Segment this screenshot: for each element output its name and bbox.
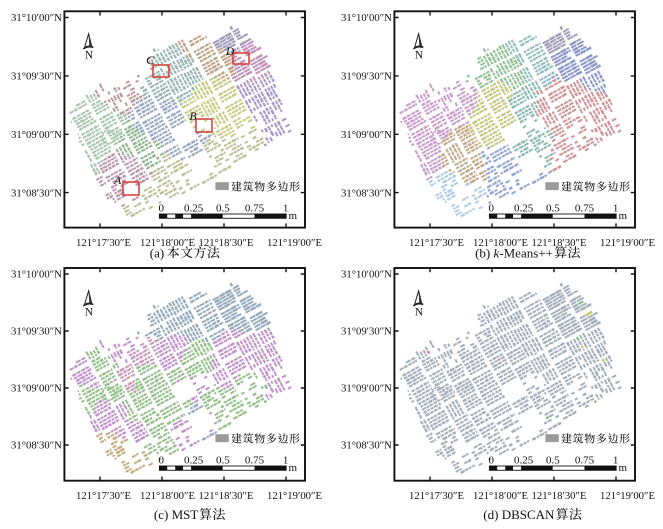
svg-text:N: N bbox=[415, 306, 423, 318]
svg-text:B: B bbox=[189, 111, 196, 123]
svg-text:121°17′30″E: 121°17′30″E bbox=[76, 490, 131, 502]
svg-text:121°18′30″E: 121°18′30″E bbox=[532, 237, 587, 249]
svg-text:31°09′00″N: 31°09′00″N bbox=[11, 383, 62, 395]
svg-text:31°10′00″N: 31°10′00″N bbox=[341, 269, 392, 281]
svg-text:121°18′00″E: 121°18′00″E bbox=[140, 490, 195, 502]
svg-text:31°08′30″N: 31°08′30″N bbox=[341, 440, 392, 452]
svg-text:121°18′30″E: 121°18′30″E bbox=[532, 490, 587, 502]
svg-text:31°08′30″N: 31°08′30″N bbox=[11, 440, 62, 452]
svg-text:31°10′00″N: 31°10′00″N bbox=[11, 12, 62, 24]
svg-text:31°10′00″N: 31°10′00″N bbox=[11, 269, 62, 281]
svg-text:31°09′00″N: 31°09′00″N bbox=[341, 383, 392, 395]
svg-text:N: N bbox=[415, 49, 423, 61]
svg-text:121°19′00″E: 121°19′00″E bbox=[600, 237, 655, 249]
svg-text:(a): (a) bbox=[150, 245, 168, 260]
svg-text:N: N bbox=[85, 49, 93, 61]
svg-text:31°09′30″N: 31°09′30″N bbox=[341, 71, 392, 83]
svg-text:121°17′30″E: 121°17′30″E bbox=[76, 237, 131, 249]
svg-text:D: D bbox=[225, 46, 235, 58]
svg-text:(d) DBSCAN: (d) DBSCAN bbox=[483, 507, 555, 522]
svg-text:121°18′30″E: 121°18′30″E bbox=[199, 490, 254, 502]
svg-text:(b) k-Means++: (b) k-Means++ bbox=[475, 245, 553, 260]
svg-text:31°09′00″N: 31°09′00″N bbox=[11, 129, 62, 141]
svg-text:31°09′00″N: 31°09′00″N bbox=[341, 129, 392, 141]
svg-text:31°09′30″N: 31°09′30″N bbox=[11, 326, 62, 338]
svg-text:31°09′30″N: 31°09′30″N bbox=[11, 71, 62, 83]
svg-text:121°18′30″E: 121°18′30″E bbox=[199, 237, 254, 249]
svg-text:121°19′00″E: 121°19′00″E bbox=[267, 490, 322, 502]
svg-text:31°09′30″N: 31°09′30″N bbox=[341, 326, 392, 338]
svg-text:121°18′00″E: 121°18′00″E bbox=[140, 237, 195, 249]
svg-text:121°18′00″E: 121°18′00″E bbox=[473, 490, 528, 502]
svg-text:121°18′00″E: 121°18′00″E bbox=[473, 237, 528, 249]
svg-text:121°17′30″E: 121°17′30″E bbox=[409, 237, 464, 249]
svg-text:C: C bbox=[146, 55, 154, 67]
svg-text:121°17′30″E: 121°17′30″E bbox=[409, 490, 464, 502]
svg-text:(c) MST: (c) MST bbox=[154, 507, 198, 522]
svg-text:31°08′30″N: 31°08′30″N bbox=[341, 187, 392, 199]
svg-text:N: N bbox=[85, 306, 93, 318]
svg-text:31°08′30″N: 31°08′30″N bbox=[11, 187, 62, 199]
svg-text:121°19′00″E: 121°19′00″E bbox=[267, 237, 322, 249]
svg-text:A: A bbox=[113, 175, 122, 187]
svg-text:121°19′00″E: 121°19′00″E bbox=[600, 490, 655, 502]
svg-text:31°10′00″N: 31°10′00″N bbox=[341, 12, 392, 24]
